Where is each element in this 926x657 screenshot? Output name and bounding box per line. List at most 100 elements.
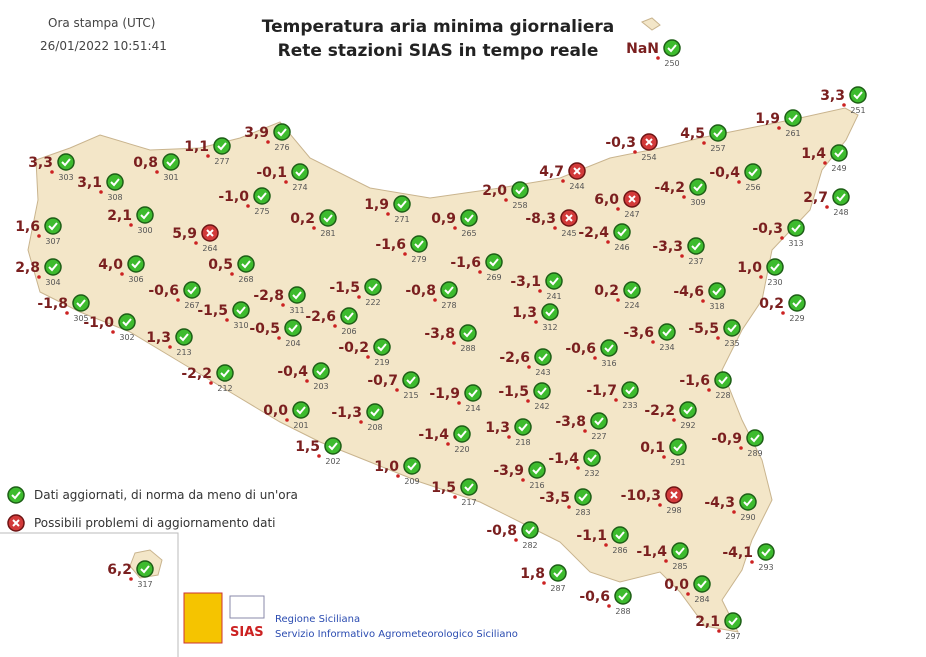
station-value: -0,3 <box>752 221 783 237</box>
station-icon <box>292 401 310 419</box>
station-id: 218 <box>515 438 530 447</box>
station-value: -4,6 <box>673 284 704 300</box>
station-value: -0,2 <box>338 340 369 356</box>
station-check <box>457 430 467 439</box>
station-dot <box>707 388 711 392</box>
station-value: 2,0 <box>482 183 507 199</box>
station-dot <box>616 207 620 211</box>
station-value: 0,0 <box>664 577 689 593</box>
station-check <box>344 312 354 321</box>
ustica <box>641 17 661 31</box>
station-id: 230 <box>767 278 782 287</box>
station-icon <box>393 195 411 213</box>
station-dot <box>37 275 41 279</box>
station-dot <box>317 454 321 458</box>
station-value: -2,8 <box>253 288 284 304</box>
station-check <box>587 454 597 463</box>
station-check <box>76 299 86 308</box>
station-id: 254 <box>641 153 656 162</box>
station-icon <box>118 313 136 331</box>
station-icon <box>514 418 532 436</box>
station-check <box>683 406 693 415</box>
station-dot <box>50 170 54 174</box>
station-check <box>220 369 230 378</box>
station-check <box>628 195 636 203</box>
station-id: 267 <box>184 301 199 310</box>
station-icon <box>739 493 757 511</box>
station-dot <box>777 126 781 130</box>
station-id: 277 <box>214 157 229 166</box>
station-check <box>853 91 863 100</box>
station-id: 283 <box>575 508 590 517</box>
station-dot <box>366 355 370 359</box>
footer-service: Servizio Informativo Agrometeorologico S… <box>275 629 518 640</box>
station-id: 292 <box>680 421 695 430</box>
station-icon <box>136 206 154 224</box>
station-id: 317 <box>137 580 152 589</box>
station-id: 213 <box>176 348 191 357</box>
station-value: -1,6 <box>679 373 710 389</box>
station-dot <box>658 503 662 507</box>
station-check <box>464 483 474 492</box>
station-check <box>627 286 637 295</box>
station-dot <box>686 592 690 596</box>
station-value: 1,1 <box>184 139 209 155</box>
station-icon <box>714 371 732 389</box>
station-dot <box>633 150 637 154</box>
station-icon <box>232 301 250 319</box>
station-id: 302 <box>119 333 134 342</box>
station-dot <box>246 204 250 208</box>
station-value: -0,7 <box>367 373 398 389</box>
station-dot <box>604 543 608 547</box>
station-value: -0,3 <box>605 135 636 151</box>
station-id: 269 <box>486 273 501 282</box>
station-id: 274 <box>292 183 307 192</box>
station-check <box>712 287 722 296</box>
station-id: 248 <box>833 208 848 217</box>
station-id: 261 <box>785 129 800 138</box>
station-dot <box>737 180 741 184</box>
station-dot <box>607 604 611 608</box>
station-value: 0,9 <box>431 211 456 227</box>
station-dot <box>206 154 210 158</box>
station-id: 220 <box>454 445 469 454</box>
station-check <box>48 222 58 231</box>
station-dot <box>781 311 785 315</box>
station-icon <box>312 362 330 380</box>
station-icon <box>533 382 551 400</box>
station-icon <box>464 384 482 402</box>
station-id: 214 <box>465 404 480 413</box>
station-dot <box>732 510 736 514</box>
station-icon <box>663 39 681 57</box>
station-check <box>292 291 302 300</box>
station-dot <box>651 340 655 344</box>
station-value: -1,0 <box>218 189 249 205</box>
station-value: -1,0 <box>83 315 114 331</box>
station-icon <box>410 235 428 253</box>
station-value: -2,2 <box>181 366 212 382</box>
station-id: 304 <box>45 278 60 287</box>
station-icon <box>709 124 727 142</box>
station-value: 4,7 <box>539 164 564 180</box>
station-id: 284 <box>694 595 709 604</box>
station-dot <box>120 272 124 276</box>
station-icon <box>757 543 775 561</box>
station-dot <box>662 455 666 459</box>
sias-logo-text: SIAS <box>230 625 264 640</box>
station-value: 3,3 <box>820 88 845 104</box>
station-icon <box>459 324 477 342</box>
station-icon <box>402 371 420 389</box>
station-value: 1,6 <box>15 219 40 235</box>
station-icon <box>403 457 421 475</box>
station-icon <box>44 217 62 235</box>
station-icon <box>621 381 639 399</box>
station-dot <box>616 298 620 302</box>
station-icon <box>340 307 358 325</box>
station-check <box>713 129 723 138</box>
station-icon <box>689 178 707 196</box>
station-dot <box>614 398 618 402</box>
station-check <box>257 192 267 201</box>
station-value: 1,3 <box>512 305 537 321</box>
station-icon <box>213 137 231 155</box>
station-value: -1,6 <box>375 237 406 253</box>
